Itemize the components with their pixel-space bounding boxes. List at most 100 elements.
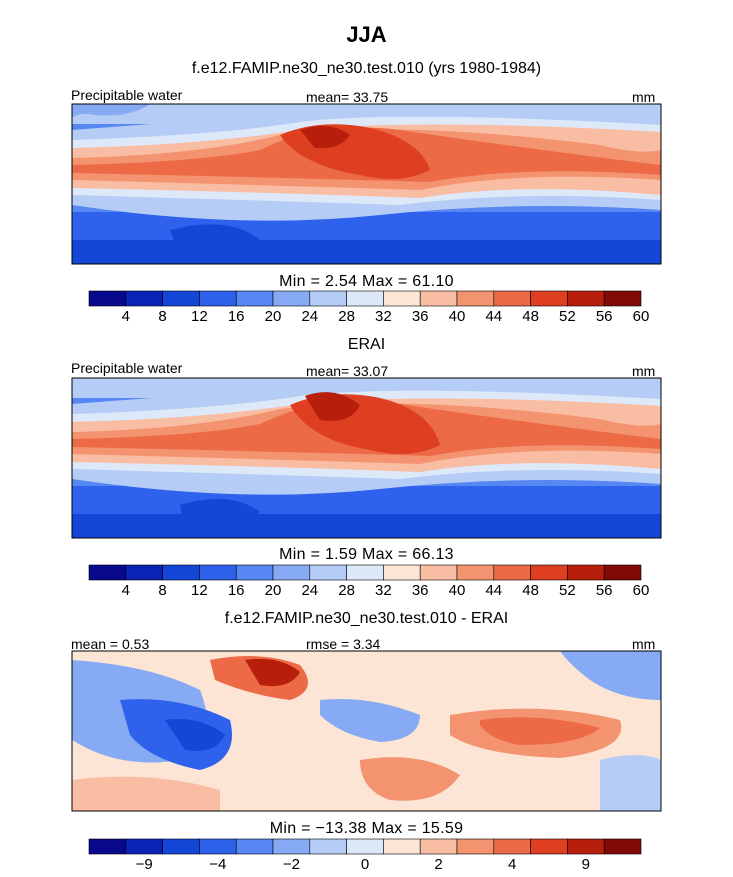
panel-1-left-label: Precipitable water [71,87,183,103]
colorbar-tick-label: 52 [559,582,576,599]
colorbar-tick-label: 60 [633,308,650,325]
colorbar-swatch [272,290,311,307]
colorbar-tick-label: 48 [522,582,539,599]
colorbar-tick-label: 36 [412,582,429,599]
colorbar-swatch [309,838,347,855]
colorbar-tick-label: 36 [412,308,429,325]
panel-1-minmax: Min = 2.54 Max = 61.10 [279,273,454,290]
colorbar-tick-label: 20 [265,308,282,325]
panel-3-mean-label: mean = 0.53 [71,636,150,652]
panel-1-frame [71,103,662,265]
colorbar-tick-label: 56 [596,582,613,599]
colorbar-swatch [309,290,347,307]
colorbar-swatch [530,838,568,855]
panel-1-title: f.e12.FAMIP.ne30_ne30.test.010 (yrs 1980… [191,60,542,77]
panel-2-left-label: Precipitable water [71,360,183,376]
colorbar-swatch [346,290,384,307]
colorbar-swatch [125,564,163,581]
colorbar-tick-label: 28 [338,308,355,325]
colorbar-swatch [456,290,495,307]
colorbar-tick-label: 48 [522,308,539,325]
colorbar-swatch [88,290,127,307]
colorbar-tick-label: 52 [559,308,576,325]
figure-title: JJA [346,22,387,47]
colorbar-tick-label: 9 [582,856,590,873]
colorbar-swatch [567,838,605,855]
colorbar-swatch [309,564,347,581]
panel-3-colorbar: −9 −4 −2 0 2 4 9 [88,838,642,873]
colorbar-swatch [456,564,495,581]
colorbar-tick-label: 40 [449,582,466,599]
panel-3-units-label: mm [632,636,656,652]
colorbar-tick-label: 20 [265,582,282,599]
colorbar-swatch [603,290,642,307]
panel-2-minmax: Min = 1.59 Max = 66.13 [279,546,454,563]
colorbar-tick-label: −9 [136,856,153,873]
colorbar-tick-label: 4 [122,308,130,325]
colorbar-swatch [383,838,421,855]
colorbar-swatch [235,838,274,855]
panel-3-map [72,651,661,811]
colorbar-swatch [419,564,458,581]
colorbar-swatch [162,290,200,307]
colorbar-tick-label: 40 [449,308,466,325]
colorbar-swatch [493,564,531,581]
colorbar-swatch [493,838,531,855]
colorbar-tick-label: 2 [434,856,442,873]
colorbar-tick-label: 16 [228,582,245,599]
panel-3-rmse-label: rmse = 3.34 [306,636,381,652]
panel-3-frame [71,650,662,812]
colorbar-tick-label: 8 [158,582,166,599]
colorbar-swatch [199,838,237,855]
colorbar-swatch [125,838,163,855]
colorbar-tick-label: −2 [283,856,300,873]
panel-2-title: ERAI [347,336,386,353]
colorbar-tick-label: 28 [338,582,355,599]
panel-2-map [72,378,661,538]
colorbar-swatch [346,838,384,855]
colorbar-swatch [162,838,200,855]
colorbar-tick-label: 56 [596,308,613,325]
colorbar-tick-label: −4 [209,856,226,873]
colorbar-tick-label: 4 [508,856,516,873]
colorbar-swatch [235,290,274,307]
colorbar-tick-label: 12 [191,582,208,599]
colorbar-swatch [530,290,568,307]
colorbar-swatch [603,564,642,581]
colorbar-swatch [530,564,568,581]
panel-2-units-label: mm [632,363,656,379]
colorbar-swatch [567,564,605,581]
colorbar-swatch [346,564,384,581]
colorbar-swatch [456,838,495,855]
panel-3-title: f.e12.FAMIP.ne30_ne30.test.010 - ERAI [224,610,509,627]
panel-1-colorbar: 4 8 12 16 20 24 28 32 36 40 44 48 52 56 60 [88,290,650,325]
panel-1-mean-label: mean= 33.75 [306,89,389,105]
colorbar-tick-label: 0 [361,856,369,873]
colorbar-tick-label: 44 [485,582,502,599]
colorbar-tick-label: 44 [485,308,502,325]
colorbar-swatch [88,838,127,855]
colorbar-tick-label: 32 [375,582,392,599]
panel-3-minmax: Min = −13.38 Max = 15.59 [269,820,464,837]
colorbar-swatch [272,838,311,855]
panel-2-frame [71,377,662,539]
colorbar-swatch [125,290,163,307]
colorbar-tick-label: 8 [158,308,166,325]
colorbar-swatch [419,290,458,307]
colorbar-swatch [603,838,642,855]
colorbar-swatch [493,290,531,307]
colorbar-swatch [383,564,421,581]
colorbar-swatch [199,564,237,581]
colorbar-swatch [88,564,127,581]
panel-2-mean-label: mean= 33.07 [306,363,389,379]
colorbar-tick-label: 16 [228,308,245,325]
panel-1-map [72,104,661,264]
colorbar-tick-label: 24 [301,308,318,325]
panel-1-units-label: mm [632,89,656,105]
colorbar-tick-label: 4 [122,582,130,599]
colorbar-tick-label: 12 [191,308,208,325]
colorbar-swatch [419,838,458,855]
colorbar-tick-label: 32 [375,308,392,325]
colorbar-swatch [567,290,605,307]
